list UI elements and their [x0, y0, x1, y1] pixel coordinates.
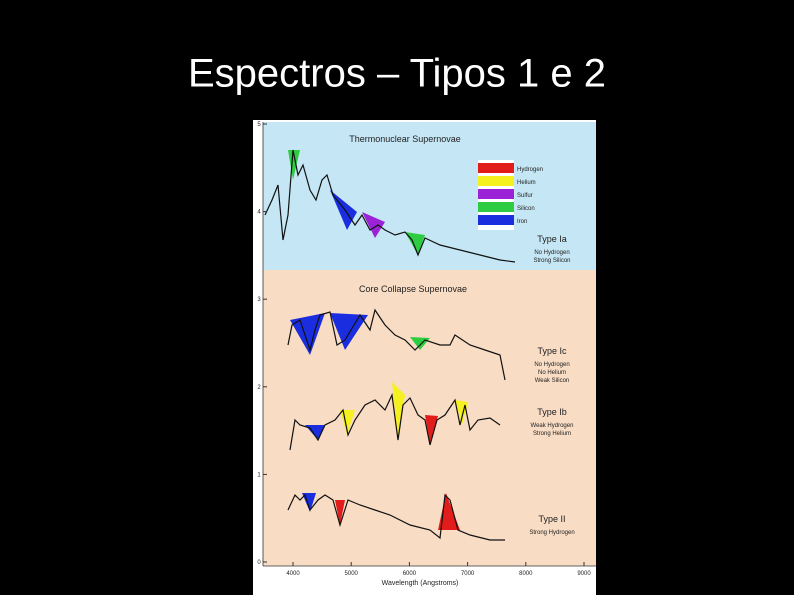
y-tick-label: 4 — [257, 210, 261, 216]
type-label: Type Ia — [537, 234, 567, 244]
legend-swatch — [478, 189, 514, 199]
y-tick-label: 5 — [257, 122, 261, 128]
legend-label: Iron — [517, 219, 527, 225]
legend-swatch — [478, 215, 514, 225]
legend-swatch — [478, 176, 514, 186]
type-label: Type II — [538, 514, 565, 524]
panel-title: Core Collapse Supernovae — [359, 284, 467, 294]
x-tick-label: 8000 — [519, 571, 533, 577]
type-note: No Hydrogen — [534, 250, 569, 256]
type-label: Type Ib — [537, 407, 567, 417]
y-tick-label: 3 — [257, 297, 261, 303]
type-note: Weak Hydrogen — [531, 423, 574, 429]
iron-line — [330, 313, 368, 350]
iron-line — [290, 313, 325, 355]
y-tick-label: 2 — [257, 385, 261, 391]
x-axis-label: Wavelength (Angstroms) — [382, 580, 459, 587]
legend-swatch — [478, 163, 514, 173]
legend-label: Silicon — [517, 206, 535, 212]
type-note: Strong Hydrogen — [529, 530, 574, 536]
type-note: Strong Silicon — [533, 258, 570, 264]
y-tick-label: 0 — [257, 560, 261, 566]
y-tick-label: 1 — [257, 472, 261, 478]
type-note: No Hydrogen — [534, 362, 569, 368]
hydrogen-line — [425, 415, 438, 445]
legend-label: Hydrogen — [517, 167, 543, 173]
panel-thermonuclear — [263, 122, 596, 270]
x-tick-label: 7000 — [461, 571, 475, 577]
x-tick-label: 4000 — [286, 571, 300, 577]
type-note: No Helium — [538, 370, 566, 376]
panel-title: Thermonuclear Supernovae — [349, 134, 461, 144]
helium-line — [392, 382, 405, 440]
x-tick-label: 9000 — [577, 571, 591, 577]
spectrum-ii — [287, 493, 505, 541]
spectrum-ic — [287, 308, 506, 381]
x-tick-label: 5000 — [345, 571, 359, 577]
type-note: Weak Silicon — [535, 378, 570, 384]
sulfur-line — [362, 212, 385, 238]
legend-label: Sulfur — [517, 193, 533, 199]
legend-label: Helium — [517, 180, 536, 186]
silicon-line — [288, 150, 300, 180]
spectrum-ia — [264, 149, 516, 263]
hydrogen-line — [335, 500, 345, 525]
hydrogen-line — [438, 493, 460, 530]
figure: Thermonuclear Supernovae Core Collapse Su… — [253, 120, 596, 595]
x-tick-label: 6000 — [403, 571, 417, 577]
type-note: Strong Helium — [533, 431, 571, 437]
legend-swatch — [478, 202, 514, 212]
type-label: Type Ic — [537, 346, 567, 356]
spectrum-ib — [289, 392, 501, 451]
slide-title: Espectros – Tipos 1 e 2 — [188, 52, 606, 96]
